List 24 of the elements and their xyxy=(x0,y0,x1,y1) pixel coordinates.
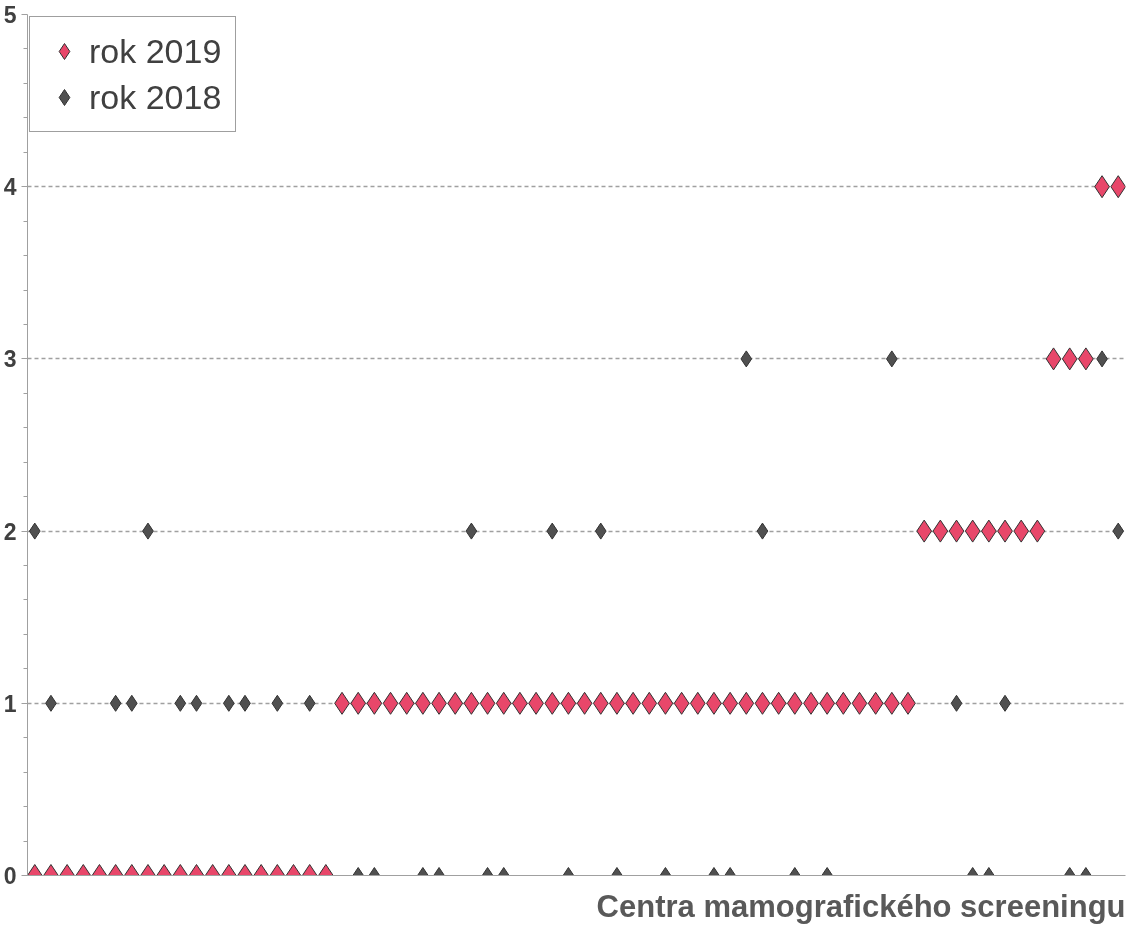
point xyxy=(465,522,478,540)
point xyxy=(222,694,235,712)
legend-label: rok 2019 xyxy=(89,31,222,71)
point xyxy=(303,694,316,712)
point xyxy=(271,694,284,712)
legend-label: rok 2018 xyxy=(89,77,222,117)
y-tick-label: 3 xyxy=(3,346,17,373)
point xyxy=(125,694,138,712)
point xyxy=(594,522,607,540)
point xyxy=(1112,522,1125,540)
point xyxy=(546,522,559,540)
point xyxy=(174,694,187,712)
y-tick-label: 1 xyxy=(3,690,17,717)
y-tick-label: 0 xyxy=(3,863,17,889)
point xyxy=(756,522,769,540)
y-tick-label: 5 xyxy=(3,2,17,28)
point xyxy=(28,522,41,540)
point xyxy=(109,694,122,712)
point xyxy=(740,350,753,368)
point xyxy=(190,694,203,712)
point xyxy=(950,694,963,712)
y-tick-label: 4 xyxy=(3,174,17,201)
x-axis-title: Centra mamografického screeningu xyxy=(596,888,1126,924)
y-tick-label: 2 xyxy=(3,518,17,545)
